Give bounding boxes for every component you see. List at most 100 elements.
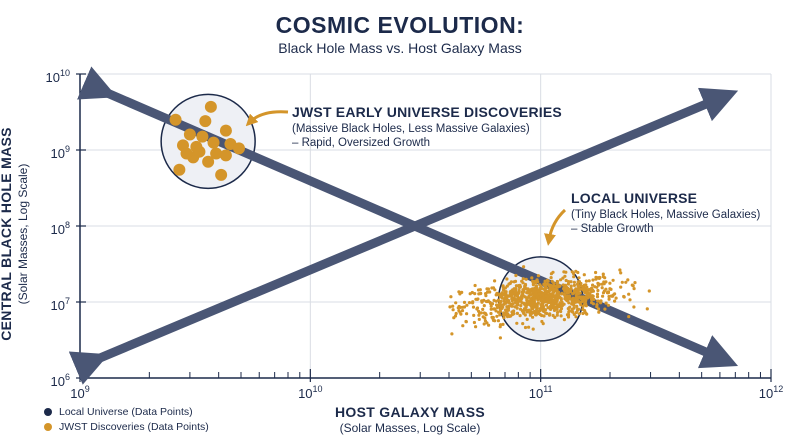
local-data-point [584, 298, 588, 302]
annotation-pointer-local [544, 208, 567, 246]
local-data-point [553, 307, 558, 311]
local-data-point [627, 292, 631, 296]
local-data-point [541, 293, 545, 297]
local-data-point [542, 298, 546, 302]
local-data-point [483, 319, 487, 323]
local-data-point [571, 297, 576, 301]
local-data-point [495, 306, 499, 310]
local-data-point [548, 288, 552, 292]
local-data-point [549, 276, 553, 280]
local-data-point [562, 302, 566, 306]
local-data-point [590, 296, 595, 300]
local-data-point [536, 301, 540, 305]
local-data-point [522, 265, 526, 269]
jwst-data-point [219, 124, 232, 137]
local-data-point [503, 290, 507, 294]
local-data-point [476, 288, 481, 292]
local-data-point [482, 311, 486, 315]
local-data-point [451, 308, 455, 312]
local-data-point [505, 277, 509, 281]
local-data-point [606, 291, 611, 295]
jwst-data-point [173, 163, 186, 176]
local-data-point [544, 303, 549, 307]
local-data-point [597, 310, 601, 314]
local-data-point [449, 295, 453, 299]
y-tick-label: 109 [51, 144, 70, 161]
local-data-point [581, 311, 585, 316]
local-data-point [584, 283, 588, 287]
local-data-point [493, 279, 497, 283]
local-data-point [475, 306, 480, 310]
local-data-point [528, 313, 533, 317]
local-data-point [493, 288, 497, 292]
local-data-point [577, 276, 581, 280]
local-data-point [489, 311, 493, 316]
local-data-point [499, 294, 504, 298]
local-data-point [552, 287, 556, 291]
local-data-point [628, 298, 632, 302]
local-data-point [539, 290, 543, 294]
local-data-point [545, 282, 549, 286]
local-data-point [515, 311, 520, 315]
local-data-point [457, 309, 461, 313]
local-data-point [524, 277, 528, 281]
annotation-jwst-heading: JWST EARLY UNIVERSE DISCOVERIES [292, 104, 562, 120]
chart-title: COSMIC EVOLUTION: [275, 12, 525, 38]
jwst-data-point [196, 130, 209, 143]
y-tick-label: 108 [51, 220, 70, 237]
local-data-point [579, 281, 583, 286]
local-data-point [575, 298, 580, 302]
local-data-point [521, 277, 525, 281]
local-data-point [533, 286, 537, 290]
local-data-point [451, 304, 455, 308]
local-data-point [531, 283, 536, 287]
local-data-point [571, 271, 576, 276]
local-data-point [556, 293, 561, 297]
local-data-point [567, 296, 571, 300]
local-data-point [594, 270, 598, 275]
local-data-point [473, 292, 477, 296]
y-tick-label: 1010 [46, 68, 70, 85]
jwst-data-point [180, 147, 193, 160]
local-data-point [460, 290, 464, 294]
local-data-point [632, 287, 636, 291]
annotation-local-line-1: (Tiny Black Holes, Massive Galaxies) [571, 209, 761, 221]
local-data-point [606, 303, 611, 307]
local-data-point [502, 313, 506, 317]
local-data-point [559, 307, 564, 311]
local-data-point [506, 308, 510, 312]
local-data-point [482, 322, 486, 326]
local-data-point [515, 294, 520, 298]
local-data-point [460, 309, 465, 313]
local-data-point [536, 274, 541, 278]
local-data-point [454, 301, 458, 305]
local-data-point [511, 309, 516, 313]
local-data-point [461, 324, 465, 328]
local-data-point [481, 307, 485, 311]
local-data-point [548, 312, 552, 316]
local-data-point [595, 303, 599, 307]
local-data-point [563, 293, 567, 297]
local-data-point [540, 306, 544, 311]
local-data-point [529, 297, 533, 301]
annotation-pointer-jwst [245, 110, 289, 127]
local-data-point [535, 310, 539, 314]
local-data-point [596, 299, 600, 303]
local-data-point [499, 299, 503, 304]
local-data-point [542, 314, 546, 318]
local-data-point [535, 278, 539, 282]
local-data-point [530, 276, 534, 280]
local-data-point [523, 282, 528, 287]
local-data-point [510, 293, 514, 297]
local-data-point [569, 284, 573, 288]
annotation-local-line-2: – Stable Growth [571, 223, 654, 235]
local-data-point [571, 310, 575, 314]
local-data-point [576, 280, 580, 284]
local-data-point [579, 303, 583, 307]
local-data-point [559, 278, 563, 282]
local-data-point [585, 285, 589, 289]
local-data-point [559, 314, 563, 318]
local-data-point [539, 303, 544, 307]
local-data-point [457, 304, 461, 309]
local-data-point [514, 288, 518, 292]
